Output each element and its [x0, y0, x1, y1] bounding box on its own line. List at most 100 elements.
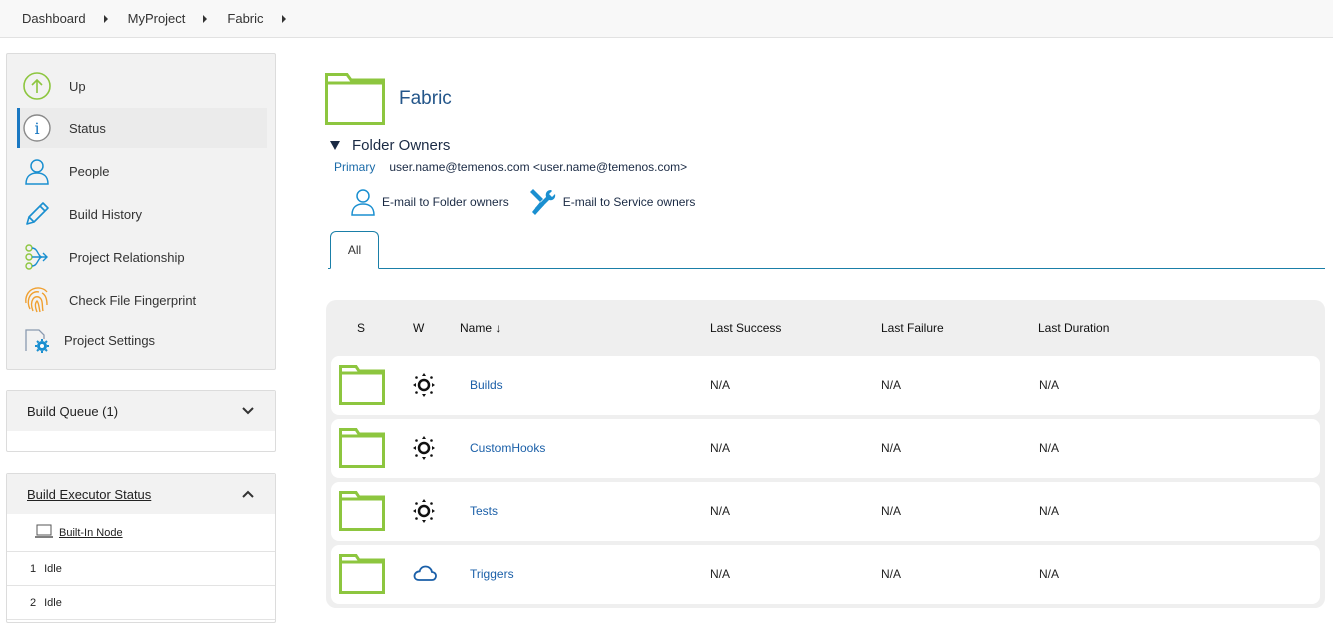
- header-last-duration[interactable]: Last Duration: [1038, 321, 1110, 335]
- breadcrumb: Dashboard MyProject Fabric: [0, 0, 1333, 38]
- view-tabs: All: [328, 230, 1325, 269]
- sidebar-item-status[interactable]: i Status: [17, 108, 267, 148]
- folder-icon: [339, 428, 385, 471]
- last-success-value: N/A: [710, 504, 731, 518]
- breadcrumb-item-dashboard[interactable]: Dashboard: [22, 11, 128, 26]
- sidebar-item-label: Up: [69, 78, 86, 94]
- header-weather[interactable]: W: [413, 321, 425, 335]
- breadcrumb-chevron-icon[interactable]: [103, 14, 108, 23]
- computer-icon: [35, 524, 53, 541]
- table-row: Builds N/A N/A N/A: [331, 356, 1320, 415]
- cloud-icon: [413, 565, 437, 584]
- last-success-value: N/A: [710, 441, 731, 455]
- table-row: Triggers N/A N/A N/A: [331, 545, 1320, 604]
- sidebar-item-build-history[interactable]: Build History: [17, 194, 267, 234]
- sidebar-item-project-settings[interactable]: Project Settings: [17, 320, 267, 360]
- sun-icon: [413, 436, 435, 463]
- sidebar-item-people[interactable]: People: [17, 151, 267, 191]
- last-success-value: N/A: [710, 567, 731, 581]
- build-executor-header[interactable]: Build Executor Status: [7, 474, 275, 514]
- tab-all[interactable]: All: [330, 231, 379, 269]
- header-last-failure[interactable]: Last Failure: [881, 321, 944, 335]
- job-link[interactable]: Builds: [470, 378, 503, 392]
- settings-icon: [21, 324, 53, 356]
- email-folder-owners-label[interactable]: E-mail to Folder owners: [382, 195, 509, 209]
- sidebar-item-label: Status: [69, 120, 106, 136]
- primary-value: user.name@temenos.com <user.name@temenos…: [389, 160, 688, 174]
- executor-status: Idle: [44, 562, 62, 575]
- person-icon: [350, 188, 376, 216]
- breadcrumb-label[interactable]: Dashboard: [22, 11, 86, 26]
- fingerprint-icon: [21, 284, 53, 316]
- build-queue-header[interactable]: Build Queue (1): [7, 391, 275, 431]
- folder-owners-heading: Folder Owners: [352, 137, 451, 154]
- folder-icon: [339, 491, 385, 534]
- primary-owner: Primary user.name@temenos.com <user.name…: [334, 160, 687, 174]
- svg-text:i: i: [34, 119, 39, 138]
- breadcrumb-label[interactable]: Fabric: [227, 11, 264, 26]
- folder-icon: [339, 365, 385, 408]
- info-icon: i: [21, 112, 53, 144]
- triangle-down-icon[interactable]: [330, 141, 340, 150]
- email-folder-owners-link[interactable]: E-mail to Folder owners: [350, 188, 509, 216]
- job-link[interactable]: Triggers: [470, 567, 514, 581]
- sidebar-item-up[interactable]: Up: [17, 66, 267, 106]
- breadcrumb-item-myproject[interactable]: MyProject: [128, 11, 228, 26]
- sidebar-item-label: People: [69, 163, 110, 179]
- sidebar-item-check-file-fingerprint[interactable]: Check File Fingerprint: [17, 280, 267, 320]
- sun-icon: [413, 499, 435, 526]
- breadcrumb-chevron-icon[interactable]: [281, 14, 286, 23]
- last-failure-value: N/A: [881, 504, 902, 518]
- sidebar-tasks: Up i Status People Build History Project…: [6, 53, 276, 370]
- executor-status: Idle: [44, 596, 62, 609]
- last-duration-value: N/A: [1039, 441, 1060, 455]
- email-links: E-mail to Folder owners E-mail to Servic…: [350, 188, 695, 216]
- sun-icon: [413, 373, 435, 400]
- chevron-up-icon[interactable]: [241, 487, 255, 502]
- page-title: Fabric: [399, 88, 452, 109]
- job-link[interactable]: Tests: [470, 504, 499, 518]
- breadcrumb-label[interactable]: MyProject: [127, 11, 186, 26]
- last-duration-value: N/A: [1039, 504, 1060, 518]
- last-duration-value: N/A: [1039, 378, 1060, 392]
- executor-row: 1 Idle: [7, 552, 275, 586]
- last-failure-value: N/A: [881, 441, 902, 455]
- build-executor-title[interactable]: Build Executor Status: [27, 486, 152, 502]
- pencil-icon: [21, 198, 53, 230]
- sidebar-item-label: Project Relationship: [69, 249, 185, 265]
- jobs-table: S W Name ↓ Last Success Last Failure Las…: [326, 300, 1325, 608]
- executor-number: 1: [30, 562, 37, 575]
- chevron-down-icon[interactable]: [241, 404, 255, 419]
- table-row: CustomHooks N/A N/A N/A: [331, 419, 1320, 478]
- build-executor-panel: Build Executor Status Built-In Node 1 Id…: [6, 473, 276, 623]
- folder-large-icon: [325, 73, 385, 130]
- primary-label: Primary: [334, 160, 376, 174]
- relationship-icon: [21, 241, 53, 273]
- person-icon: [21, 155, 53, 187]
- email-service-owners-label[interactable]: E-mail to Service owners: [562, 195, 696, 209]
- job-link[interactable]: CustomHooks: [470, 441, 546, 455]
- built-in-node-link[interactable]: Built-In Node: [59, 526, 123, 539]
- executor-node-row: Built-In Node: [7, 514, 275, 552]
- tools-icon: [527, 188, 557, 216]
- last-duration-value: N/A: [1039, 567, 1060, 581]
- breadcrumb-chevron-icon[interactable]: [203, 14, 208, 23]
- header-name[interactable]: Name ↓: [460, 321, 502, 335]
- last-failure-value: N/A: [881, 567, 902, 581]
- sidebar-item-project-relationship[interactable]: Project Relationship: [17, 237, 267, 277]
- header-status[interactable]: S: [357, 321, 366, 335]
- header-last-success[interactable]: Last Success: [710, 321, 782, 335]
- sidebar-item-label: Project Settings: [64, 332, 156, 348]
- executor-row: 2 Idle: [7, 586, 275, 620]
- folder-owners-toggle[interactable]: Folder Owners: [330, 137, 450, 154]
- executor-number: 2: [30, 596, 37, 609]
- up-arrow-icon: [21, 70, 53, 102]
- breadcrumb-item-fabric[interactable]: Fabric: [227, 11, 305, 26]
- folder-icon: [339, 554, 385, 597]
- sidebar-item-label: Check File Fingerprint: [69, 292, 197, 308]
- sidebar-item-label: Build History: [69, 206, 142, 222]
- email-service-owners-link[interactable]: E-mail to Service owners: [527, 188, 696, 216]
- build-queue-title: Build Queue (1): [27, 403, 119, 419]
- table-row: Tests N/A N/A N/A: [331, 482, 1320, 541]
- last-failure-value: N/A: [881, 378, 902, 392]
